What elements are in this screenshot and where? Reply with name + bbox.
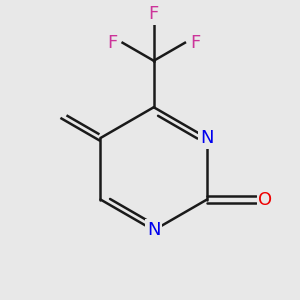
Text: F: F xyxy=(107,34,117,52)
Text: O: O xyxy=(258,190,273,208)
Text: N: N xyxy=(200,129,214,147)
Text: F: F xyxy=(190,34,201,52)
Text: N: N xyxy=(147,221,160,239)
Text: F: F xyxy=(148,5,159,23)
